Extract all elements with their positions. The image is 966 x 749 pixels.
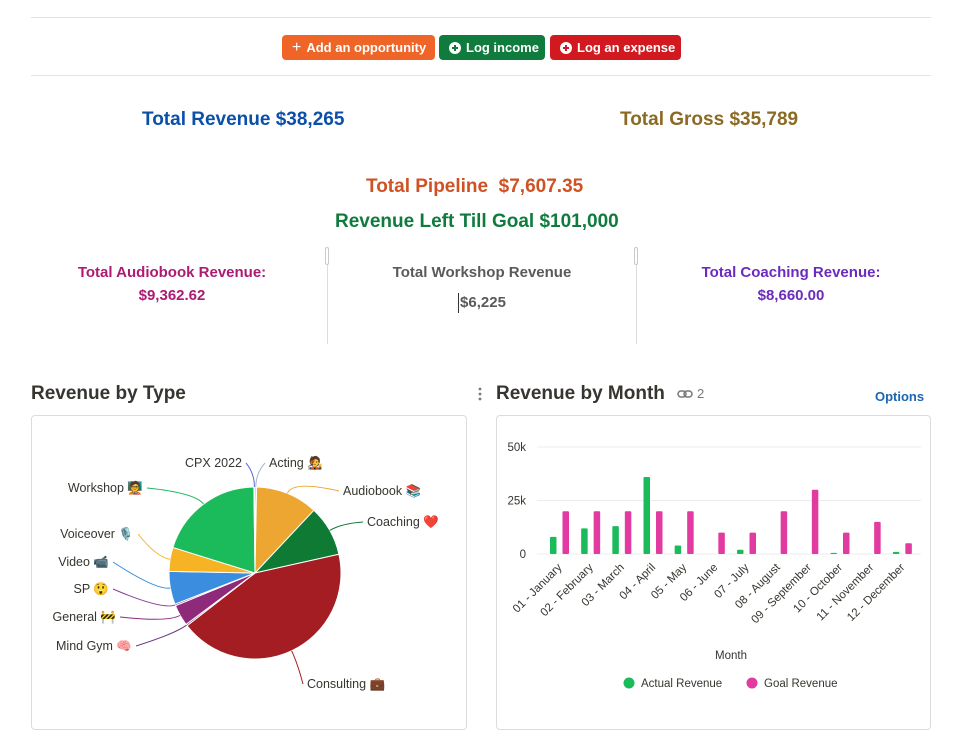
revenue-by-type-card: Acting 🧑‍🎤 Audiobook 📚 Coaching ❤️ Consulti… <box>31 415 467 730</box>
bar-goal-3[interactable] <box>624 511 632 554</box>
legend-label[interactable]: Actual Revenue <box>641 678 722 690</box>
revenue-by-type-chart: Acting 🧑‍🎤 Audiobook 📚 Coaching ❤️ Consulti… <box>52 455 439 691</box>
revenue-by-month-title: Revenue by Month <box>496 383 665 404</box>
pie-leader-line <box>135 624 187 647</box>
log-expense-button[interactable]: Log an expense <box>550 35 681 60</box>
revenue-by-month-card: 0 25k 50k 01 - January 02 - February 03 - Mar… <box>496 415 931 730</box>
log-expense-label: Log an expense <box>577 40 676 55</box>
revenue-left-till-goal: Revenue Left Till Goal $101,000 <box>335 211 619 232</box>
pie-slice-consulting[interactable] <box>186 553 342 660</box>
legend-label[interactable]: Goal Revenue <box>764 678 838 690</box>
workshop-revenue-label: Total Workshop Revenue <box>392 264 572 281</box>
plus-circle-icon <box>560 41 572 54</box>
pie-leader-line <box>112 561 171 589</box>
toolbar-divider <box>31 75 931 76</box>
audiobook-revenue-block: Total Audiobook Revenue: $9,362.62 <box>40 261 304 307</box>
pie-leader-line <box>112 588 176 607</box>
coaching-revenue-label: Total Coaching Revenue: <box>701 264 881 281</box>
pie-slice-cpx-2022[interactable] <box>253 486 256 574</box>
pie-leader-line <box>329 521 364 531</box>
legend-marker <box>623 677 635 689</box>
pie-label-consulting: Consulting 💼 <box>307 677 386 691</box>
log-income-button[interactable]: Log income <box>439 35 545 60</box>
pie-label-audiobook: Audiobook 📚 <box>343 484 421 498</box>
revenue-by-type-title: Revenue by Type <box>31 383 186 404</box>
pie-label-acting: Acting 🧑‍🎤 <box>269 455 323 470</box>
pie-leader-line <box>286 485 340 494</box>
bar-actual-3[interactable] <box>612 526 619 554</box>
pie-label-cpx-2022: CPX 2022 <box>185 456 242 470</box>
bar-actual-4[interactable] <box>643 476 651 554</box>
workshop-revenue-block: Total Workshop Revenue $6,225 <box>350 261 614 314</box>
column-divider <box>636 247 637 344</box>
bar-actual-5[interactable] <box>674 545 682 554</box>
bar-goal-1[interactable] <box>562 511 570 554</box>
total-pipeline: Total Pipeline $7,607.35 <box>366 176 583 198</box>
pie-label-workshop: Workshop 🧑‍🏫 <box>68 480 143 495</box>
pie-label-coaching: Coaching ❤️ <box>367 515 439 529</box>
pie-label-sp: SP 😲 <box>74 582 110 596</box>
bar-goal-10[interactable] <box>843 532 850 554</box>
workshop-revenue-value[interactable]: $6,225 <box>460 294 506 311</box>
pie-leader-line <box>119 614 181 620</box>
x-tick-label: 12 - December <box>845 562 907 624</box>
plus-circle-icon <box>449 41 461 54</box>
pie-leader-line <box>245 462 255 488</box>
bar-actual-7[interactable] <box>737 549 744 554</box>
bar-goal-11[interactable] <box>874 521 881 554</box>
pie-slice-audiobook[interactable] <box>254 486 315 575</box>
coaching-revenue-value: $8,660.00 <box>757 287 825 304</box>
total-gross: Total Gross $35,789 <box>620 109 799 130</box>
total-pipeline-value: $7,607.35 <box>498 176 584 197</box>
pie-leader-line <box>137 533 171 560</box>
bar-goal-9[interactable] <box>811 489 819 554</box>
y-tick-label: 25k <box>507 496 526 508</box>
bar-goal-6[interactable] <box>718 532 725 554</box>
add-opportunity-label: Add an opportunity <box>306 40 427 55</box>
more-options-icon[interactable] <box>476 387 484 401</box>
bar-goal-12[interactable] <box>905 543 912 554</box>
linked-count: 2 <box>697 386 705 401</box>
legend-marker <box>746 677 758 689</box>
linked-views[interactable]: 2 <box>677 386 704 401</box>
y-tick-label: 0 <box>520 549 526 561</box>
bar-actual-10[interactable] <box>830 552 838 554</box>
top-divider <box>31 17 931 18</box>
pie-label-video: Video 📹 <box>58 555 109 569</box>
total-revenue: Total Revenue $38,265 <box>142 109 345 130</box>
bar-goal-4[interactable] <box>656 511 663 554</box>
audiobook-revenue-label: Total Audiobook Revenue: <box>77 264 267 281</box>
log-income-label: Log income <box>466 40 539 55</box>
pie-leader-line <box>146 487 204 505</box>
bar-goal-2[interactable] <box>593 511 601 554</box>
pie-label-general: General 🚧 <box>52 610 116 624</box>
bar-goal-7[interactable] <box>749 532 757 554</box>
bar-actual-1[interactable] <box>550 536 557 554</box>
options-link[interactable]: Options <box>875 389 925 404</box>
column-divider <box>327 247 328 344</box>
bar-goal-8[interactable] <box>780 511 788 554</box>
pie-leader-line <box>255 462 266 488</box>
column-resize-handle[interactable] <box>634 247 638 265</box>
pie-label-voiceover: Voiceover 🎙️ <box>60 526 134 541</box>
pie-leader-line <box>291 650 304 685</box>
audiobook-revenue-value: $9,362.62 <box>138 287 206 304</box>
add-opportunity-button[interactable]: + Add an opportunity <box>282 35 435 60</box>
plus-icon: + <box>292 38 302 56</box>
y-tick-label: 50k <box>507 442 526 454</box>
link-icon <box>677 389 693 398</box>
pie-slice-workshop[interactable] <box>172 486 256 574</box>
text-cursor <box>458 293 460 314</box>
bar-actual-12[interactable] <box>892 551 900 554</box>
column-resize-handle[interactable] <box>325 247 329 265</box>
total-pipeline-label: Total Pipeline <box>366 176 489 197</box>
coaching-revenue-block: Total Coaching Revenue: $8,660.00 <box>659 261 923 307</box>
x-axis-title: Month <box>715 650 747 662</box>
pie-label-mind-gym: Mind Gym 🧠 <box>56 639 132 653</box>
bar-goal-5[interactable] <box>687 511 694 554</box>
bar-actual-2[interactable] <box>581 528 588 554</box>
